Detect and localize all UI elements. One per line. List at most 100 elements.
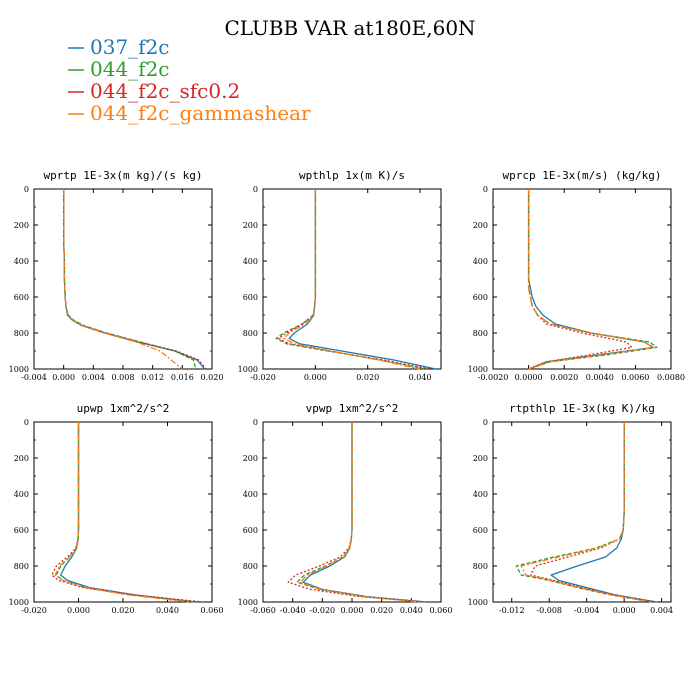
legend: 037_f2c044_f2c044_f2c_sfc0.2044_f2c_gamm… bbox=[68, 35, 311, 125]
y-tick-label: 0 bbox=[483, 185, 488, 194]
panel-title: rtpthlp 1E-3x(kg K)/kg bbox=[509, 402, 655, 415]
series-line bbox=[63, 189, 197, 370]
x-tick-label: 0.0020 bbox=[550, 373, 578, 382]
y-tick-label: 200 bbox=[243, 454, 258, 463]
series-line bbox=[550, 422, 658, 603]
figure-title: CLUBB VAR at180E,60N bbox=[224, 16, 475, 40]
chart-panel: rtpthlp 1E-3x(kg K)/kg 0 200 400 600 800 1000 -… bbox=[468, 402, 673, 615]
y-tick-label: 0 bbox=[24, 185, 29, 194]
series-line bbox=[278, 189, 431, 370]
series-line bbox=[63, 189, 207, 370]
legend-entry: 044_f2c bbox=[90, 57, 170, 81]
series-line bbox=[63, 189, 183, 370]
y-tick-label: 1000 bbox=[238, 598, 258, 607]
y-tick-label: 0 bbox=[253, 418, 258, 427]
x-tick-label: 0.0080 bbox=[657, 373, 685, 382]
y-tick-label: 800 bbox=[14, 562, 29, 571]
series-line bbox=[60, 422, 195, 603]
y-tick-label: 600 bbox=[14, 526, 29, 535]
x-tick-label: -0.020 bbox=[310, 606, 336, 615]
legend-entry: 037_f2c bbox=[90, 35, 170, 59]
series-line bbox=[529, 422, 655, 603]
series-line bbox=[54, 422, 190, 603]
y-tick-label: 400 bbox=[473, 490, 488, 499]
series-line bbox=[55, 422, 199, 603]
y-tick-label: 400 bbox=[14, 490, 29, 499]
chart-panel: wpthlp 1x(m K)/s 0 200 400 600 800 1000-0.020 0… bbox=[238, 169, 442, 382]
x-tick-label: -0.004 bbox=[21, 373, 47, 382]
y-tick-label: 400 bbox=[243, 490, 258, 499]
x-tick-label: 0.000 bbox=[52, 373, 75, 382]
x-tick-label: 0.060 bbox=[201, 606, 224, 615]
series-line bbox=[275, 189, 426, 370]
y-tick-label: 400 bbox=[473, 257, 488, 266]
x-tick-label: -0.012 bbox=[499, 606, 525, 615]
y-tick-label: 200 bbox=[473, 221, 488, 230]
x-tick-label: 0.020 bbox=[356, 373, 379, 382]
y-tick-label: 0 bbox=[24, 418, 29, 427]
plot-frame bbox=[33, 188, 213, 370]
y-tick-label: 600 bbox=[243, 526, 258, 535]
x-tick-label: 0.008 bbox=[112, 373, 135, 382]
y-tick-label: 800 bbox=[243, 562, 258, 571]
y-tick-label: 800 bbox=[243, 329, 258, 338]
x-tick-label: 0.012 bbox=[141, 373, 164, 382]
chart-panel: upwp 1xm^2/s^2 0 200 400 600 800 1000-0.020 0.0… bbox=[9, 402, 224, 615]
y-tick-label: 200 bbox=[14, 221, 29, 230]
x-tick-label: 0.000 bbox=[341, 606, 364, 615]
x-tick-label: 0.040 bbox=[400, 606, 423, 615]
series-line bbox=[527, 189, 654, 370]
y-tick-label: 600 bbox=[14, 293, 29, 302]
panel-title: wpthlp 1x(m K)/s bbox=[299, 169, 405, 182]
x-tick-label: -0.020 bbox=[21, 606, 47, 615]
y-tick-label: 800 bbox=[473, 562, 488, 571]
x-tick-label: -0.020 bbox=[250, 373, 276, 382]
series-line bbox=[63, 189, 206, 370]
legend-entry: 044_f2c_gammashear bbox=[90, 101, 311, 125]
chart-panels: wprtp 1E-3x(m kg)/(s kg) 0 200 400 600 800 100… bbox=[9, 169, 685, 615]
panel-title: vpwp 1xm^2/s^2 bbox=[306, 402, 399, 415]
x-tick-label: 0.020 bbox=[112, 606, 135, 615]
y-tick-label: 600 bbox=[473, 293, 488, 302]
y-tick-label: 600 bbox=[473, 526, 488, 535]
y-tick-label: 600 bbox=[243, 293, 258, 302]
x-tick-label: -0.0020 bbox=[478, 373, 509, 382]
y-tick-label: 400 bbox=[243, 257, 258, 266]
x-tick-label: 0.020 bbox=[370, 606, 393, 615]
series-line bbox=[527, 189, 658, 370]
x-tick-label: 0.060 bbox=[430, 606, 453, 615]
series-line bbox=[296, 422, 424, 603]
series-line bbox=[288, 189, 436, 370]
chart-panel: vpwp 1xm^2/s^2 0 200 400 600 800 1000-0.060 -0.… bbox=[238, 402, 453, 615]
series-line bbox=[302, 422, 427, 603]
series-line bbox=[527, 189, 654, 370]
plot-frame bbox=[492, 421, 672, 603]
panel-title: wprcp 1E-3x(m/s) (kg/kg) bbox=[503, 169, 662, 182]
y-tick-label: 1000 bbox=[468, 365, 488, 374]
y-tick-label: 0 bbox=[253, 185, 258, 194]
series-line bbox=[520, 422, 653, 603]
chart-panel: wprtp 1E-3x(m kg)/(s kg) 0 200 400 600 800 100… bbox=[9, 169, 224, 382]
x-tick-label: 0.004 bbox=[650, 606, 673, 615]
x-tick-label: 0.000 bbox=[613, 606, 636, 615]
x-tick-label: 0.000 bbox=[67, 606, 90, 615]
series-line bbox=[283, 189, 421, 370]
x-tick-label: -0.060 bbox=[250, 606, 276, 615]
legend-entry: 044_f2c_sfc0.2 bbox=[90, 79, 240, 103]
y-tick-label: 200 bbox=[14, 454, 29, 463]
x-tick-label: 0.040 bbox=[409, 373, 432, 382]
y-tick-label: 1000 bbox=[468, 598, 488, 607]
series-line bbox=[515, 422, 653, 603]
y-tick-label: 400 bbox=[14, 257, 29, 266]
x-tick-label: -0.040 bbox=[280, 606, 306, 615]
series-line bbox=[51, 422, 204, 603]
y-tick-label: 1000 bbox=[9, 365, 29, 374]
series-line bbox=[527, 189, 633, 370]
x-tick-label: 0.020 bbox=[201, 373, 224, 382]
x-tick-label: 0.016 bbox=[171, 373, 194, 382]
x-tick-label: -0.008 bbox=[536, 606, 562, 615]
x-tick-label: 0.040 bbox=[156, 606, 179, 615]
x-tick-label: 0.000 bbox=[304, 373, 327, 382]
y-tick-label: 800 bbox=[473, 329, 488, 338]
